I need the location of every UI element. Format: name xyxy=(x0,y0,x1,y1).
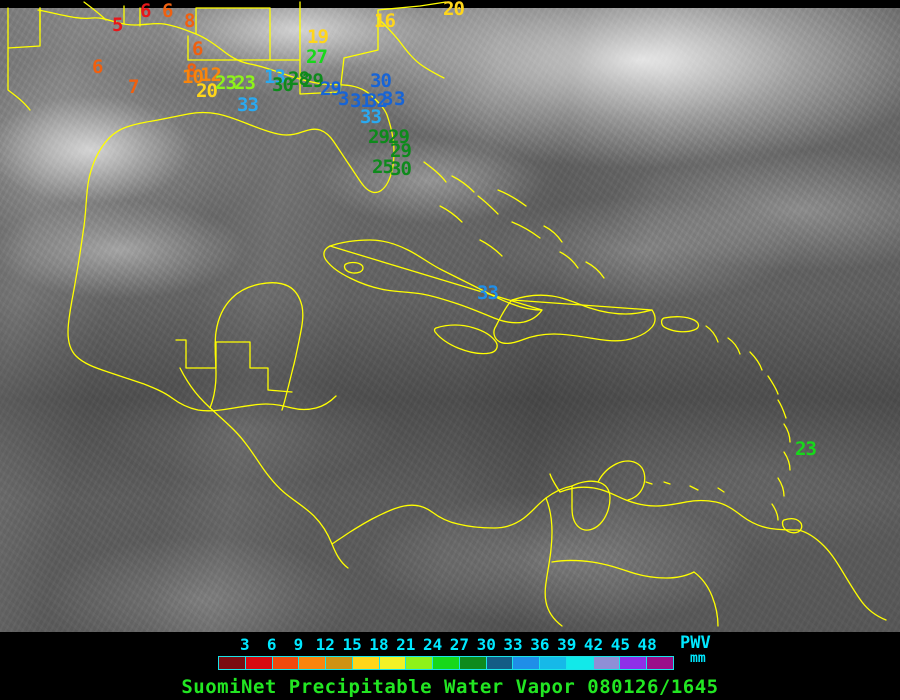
station-pwv-value: 7 xyxy=(128,76,139,98)
colorbar-swatch-0 xyxy=(219,657,246,669)
station-pwv-value: 5 xyxy=(112,14,123,36)
colorbar-tick-45: 45 xyxy=(610,635,630,654)
image-top-black-bar xyxy=(0,0,900,8)
colorbar-tick-48: 48 xyxy=(637,635,657,654)
station-pwv-value: 31 xyxy=(350,90,372,112)
station-pwv-value: 6 xyxy=(92,56,103,78)
station-pwv-value: 30 xyxy=(390,158,412,180)
station-pwv-value: 3 xyxy=(382,88,393,110)
colorbar-swatch-7 xyxy=(406,657,434,669)
colorbar-swatch-12 xyxy=(540,657,567,669)
colorbar-tick-24: 24 xyxy=(422,635,443,654)
colorbar-tick-3: 3 xyxy=(239,635,250,654)
station-pwv-value: 29 xyxy=(390,140,412,162)
ir-dark-band xyxy=(0,300,900,500)
colorbar-tick-30: 30 xyxy=(476,635,496,654)
station-pwv-value: 29 xyxy=(320,78,342,100)
colorbar-tick-18: 18 xyxy=(369,635,389,654)
colorbar-swatch-13 xyxy=(566,657,594,669)
coastline-overlay xyxy=(7,1,887,627)
station-pwv-value: 13 xyxy=(264,66,286,88)
station-pwv-value: 6 xyxy=(192,38,203,60)
station-pwv-value: 27 xyxy=(306,46,328,68)
station-pwv-value: 29 xyxy=(388,126,410,148)
colorbar-tick-27: 27 xyxy=(449,635,470,654)
colorbar-swatch-4 xyxy=(326,657,353,669)
station-pwv-value: 23 xyxy=(795,438,817,460)
pwv-legend-units: mm xyxy=(690,651,706,666)
station-pwv-value: 20 xyxy=(443,0,465,20)
station-pwv-value: 23 xyxy=(234,72,256,94)
station-pwv-value: 16 xyxy=(374,10,396,32)
colorbar-tick-39: 39 xyxy=(557,635,577,654)
pwv-colorbar xyxy=(218,656,674,670)
pwv-legend-title: PWV xyxy=(680,633,711,653)
station-pwv-value: 23 xyxy=(215,72,237,94)
ir-cloud-streaks xyxy=(0,0,900,632)
colorbar-tick-36: 36 xyxy=(530,635,550,654)
station-pwv-value: 29 xyxy=(368,126,390,148)
colorbar-tick-labels: 3 6 9 12 15 18 21 24 27 30 33 36 39 42 45 48 xyxy=(0,636,900,654)
colorbar-swatch-14 xyxy=(593,657,621,669)
colorbar-swatch-15 xyxy=(620,657,648,669)
station-pwv-value: 10 xyxy=(182,66,204,88)
station-pwv-value: 33 xyxy=(360,106,382,128)
colorbar-tick-9: 9 xyxy=(293,635,304,654)
station-pwv-value: 19 xyxy=(307,26,329,48)
colorbar-swatch-3 xyxy=(299,657,327,669)
colorbar-swatch-16 xyxy=(647,657,674,669)
colorbar-swatch-9 xyxy=(459,657,487,669)
ir-noise-texture xyxy=(0,0,900,632)
satellite-imagery-panel: 5 6 6 8 6 8 6 7 10 12 20 23 23 33 13 30 28 29 29 19 27 16 20 30… xyxy=(0,0,900,632)
station-pwv-value: 28 xyxy=(288,68,310,90)
colorbar-swatch-5 xyxy=(352,657,380,669)
station-pwv-value: 30 xyxy=(272,74,294,96)
colorbar-swatch-1 xyxy=(245,657,273,669)
station-pwv-value: 33 xyxy=(477,282,499,304)
colorbar-swatch-8 xyxy=(433,657,460,669)
station-pwv-value: 8 xyxy=(184,10,195,32)
station-pwv-value: 6 xyxy=(140,0,151,22)
station-pwv-value: 6 xyxy=(162,0,173,22)
station-pwv-value: 12 xyxy=(200,64,222,86)
station-pwv-value: 3 xyxy=(394,88,405,110)
colorbar-swatch-10 xyxy=(486,657,514,669)
colorbar-tick-15: 15 xyxy=(342,635,362,654)
legend-footer: 3 6 9 12 15 18 21 24 27 30 33 36 39 42 45 48 PWV mm Suo… xyxy=(0,632,900,700)
station-pwv-value: 8 xyxy=(186,60,197,82)
colorbar-tick-33: 33 xyxy=(503,635,523,654)
ir-cloud-field xyxy=(0,0,900,632)
colorbar-swatch-6 xyxy=(379,657,407,669)
product-caption: SuomiNet Precipitable Water Vapor 080126… xyxy=(181,676,719,698)
station-pwv-value: 20 xyxy=(196,80,218,102)
colorbar-swatch-2 xyxy=(272,657,300,669)
colorbar-tick-6: 6 xyxy=(266,635,277,654)
colorbar-tick-42: 42 xyxy=(583,635,604,654)
station-pwv-value: 3 xyxy=(338,88,349,110)
colorbar-tick-12: 12 xyxy=(315,635,335,654)
station-pwv-value: 33 xyxy=(237,94,259,116)
station-pwv-value: 30 xyxy=(370,70,392,92)
colorbar-tick-21: 21 xyxy=(396,635,416,654)
station-pwv-value: 32 xyxy=(366,90,388,112)
colorbar-swatch-11 xyxy=(513,657,541,669)
station-pwv-value: 29 xyxy=(302,70,324,92)
station-pwv-value: 25 xyxy=(372,156,394,178)
